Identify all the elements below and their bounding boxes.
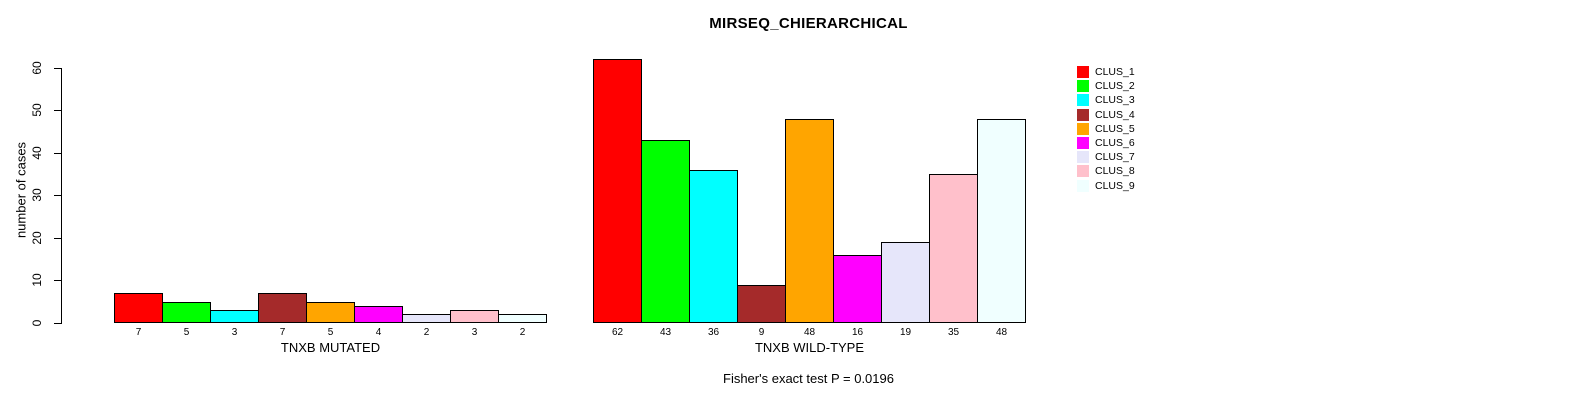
legend-label: CLUS_5 [1095,122,1135,135]
y-axis-tick-label: 20 [30,231,44,245]
y-axis-tick [54,280,61,281]
bar-clus_7-mutated [402,314,451,323]
bar-clus_8-wildtype [929,174,978,323]
legend-swatch-clus_1 [1077,65,1089,78]
bar-value-label: 43 [659,327,672,338]
bar-clus_1-wildtype [593,59,642,323]
bar-value-label: 16 [851,327,864,338]
annotation-fisher-test: Fisher's exact test P = 0.0196 [723,371,894,386]
bar-clus_9-mutated [498,314,547,323]
bar-clus_2-mutated [162,302,211,323]
legend-label: CLUS_6 [1095,136,1135,149]
bar-value-label: 3 [471,327,478,338]
y-axis-tick-label: 50 [30,103,44,117]
bar-clus_9-wildtype [977,119,1026,323]
bar-value-label: 3 [231,327,238,338]
chart-title: MIRSEQ_CHIERARCHICAL [709,15,908,32]
bar-value-label: 4 [375,327,382,338]
legend-item-clus_4: CLUS_4 [1077,108,1135,121]
legend-item-clus_5: CLUS_5 [1077,122,1135,135]
legend-item-clus_8: CLUS_8 [1077,164,1135,177]
y-axis-tick [54,68,61,69]
bar-clus_3-mutated [210,310,259,323]
bar-value-label: 48 [995,327,1008,338]
legend-swatch-clus_3 [1077,93,1089,106]
y-axis-tick-label: 30 [30,188,44,202]
bar-value-label: 62 [611,327,624,338]
y-axis-tick-label: 10 [30,273,44,287]
bar-value-label: 2 [519,327,526,338]
bar-clus_1-mutated [114,293,163,323]
bar-clus_5-mutated [306,302,355,323]
legend-swatch-clus_8 [1077,164,1089,177]
y-axis-label: number of cases [13,141,29,239]
y-axis-tick-label: 60 [30,61,44,75]
bar-value-label: 7 [279,327,286,338]
group-label-mutated: TNXB MUTATED [280,340,381,355]
y-axis-tick [54,195,61,196]
bar-value-label: 2 [423,327,430,338]
legend-label: CLUS_1 [1095,65,1135,78]
legend-item-clus_1: CLUS_1 [1077,65,1135,78]
bar-value-label: 48 [803,327,816,338]
legend-item-clus_7: CLUS_7 [1077,150,1135,163]
legend-label: CLUS_2 [1095,79,1135,92]
legend-item-clus_2: CLUS_2 [1077,79,1135,92]
bar-value-label: 9 [758,327,765,338]
bar-clus_6-mutated [354,306,403,323]
legend-swatch-clus_4 [1077,108,1089,121]
bar-value-label: 36 [707,327,720,338]
bar-clus_6-wildtype [833,255,882,323]
y-axis-tick [54,153,61,154]
bar-value-label: 35 [947,327,960,338]
bar-clus_7-wildtype [881,242,930,323]
bar-clus_5-wildtype [785,119,834,323]
legend-label: CLUS_4 [1095,108,1135,121]
bar-value-label: 5 [327,327,334,338]
y-axis-tick-label: 0 [30,319,44,327]
legend-swatch-clus_9 [1077,179,1089,192]
legend-swatch-clus_5 [1077,122,1089,135]
bar-clus_3-wildtype [689,170,738,323]
bar-clus_2-wildtype [641,140,690,323]
bar-value-label: 5 [183,327,190,338]
legend-label: CLUS_3 [1095,93,1135,106]
bar-clus_4-mutated [258,293,307,323]
legend-label: CLUS_9 [1095,179,1135,192]
group-label-wildtype: TNXB WILD-TYPE [754,340,865,355]
bar-clus_4-wildtype [737,285,786,323]
bar-value-label: 7 [135,327,142,338]
y-axis-tick [54,238,61,239]
y-axis-tick [54,323,61,324]
legend-swatch-clus_6 [1077,136,1089,149]
legend-label: CLUS_8 [1095,164,1135,177]
legend-swatch-clus_2 [1077,79,1089,92]
y-axis-tick [54,110,61,111]
legend-swatch-clus_7 [1077,150,1089,163]
legend-item-clus_9: CLUS_9 [1077,179,1135,192]
legend-item-clus_6: CLUS_6 [1077,136,1135,149]
legend-item-clus_3: CLUS_3 [1077,93,1135,106]
legend-label: CLUS_7 [1095,150,1135,163]
y-axis-tick-label: 40 [30,146,44,160]
y-axis-line [61,68,62,324]
bar-value-label: 19 [899,327,912,338]
bar-clus_8-mutated [450,310,499,323]
